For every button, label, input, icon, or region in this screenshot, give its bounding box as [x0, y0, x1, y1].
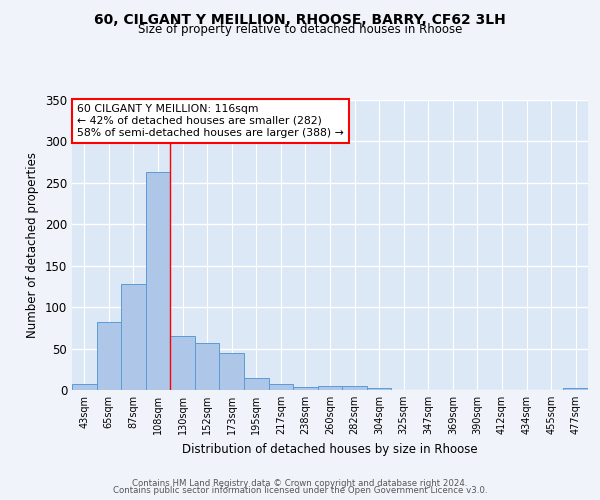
X-axis label: Distribution of detached houses by size in Rhoose: Distribution of detached houses by size …	[182, 442, 478, 456]
Bar	[318, 386, 342, 390]
Bar	[170, 336, 195, 390]
Bar	[195, 343, 220, 390]
Bar	[269, 384, 293, 390]
Bar	[220, 352, 244, 390]
Text: Contains public sector information licensed under the Open Government Licence v3: Contains public sector information licen…	[113, 486, 487, 495]
Bar	[97, 322, 121, 390]
Bar	[244, 378, 269, 390]
Bar	[342, 386, 367, 390]
Text: Contains HM Land Registry data © Crown copyright and database right 2024.: Contains HM Land Registry data © Crown c…	[132, 478, 468, 488]
Bar	[367, 388, 391, 390]
Text: 60, CILGANT Y MEILLION, RHOOSE, BARRY, CF62 3LH: 60, CILGANT Y MEILLION, RHOOSE, BARRY, C…	[94, 12, 506, 26]
Bar	[293, 386, 318, 390]
Y-axis label: Number of detached properties: Number of detached properties	[26, 152, 40, 338]
Bar	[146, 172, 170, 390]
Text: Size of property relative to detached houses in Rhoose: Size of property relative to detached ho…	[138, 22, 462, 36]
Bar	[563, 388, 588, 390]
Text: 60 CILGANT Y MEILLION: 116sqm
← 42% of detached houses are smaller (282)
58% of : 60 CILGANT Y MEILLION: 116sqm ← 42% of d…	[77, 104, 344, 138]
Bar	[121, 284, 146, 390]
Bar	[72, 384, 97, 390]
